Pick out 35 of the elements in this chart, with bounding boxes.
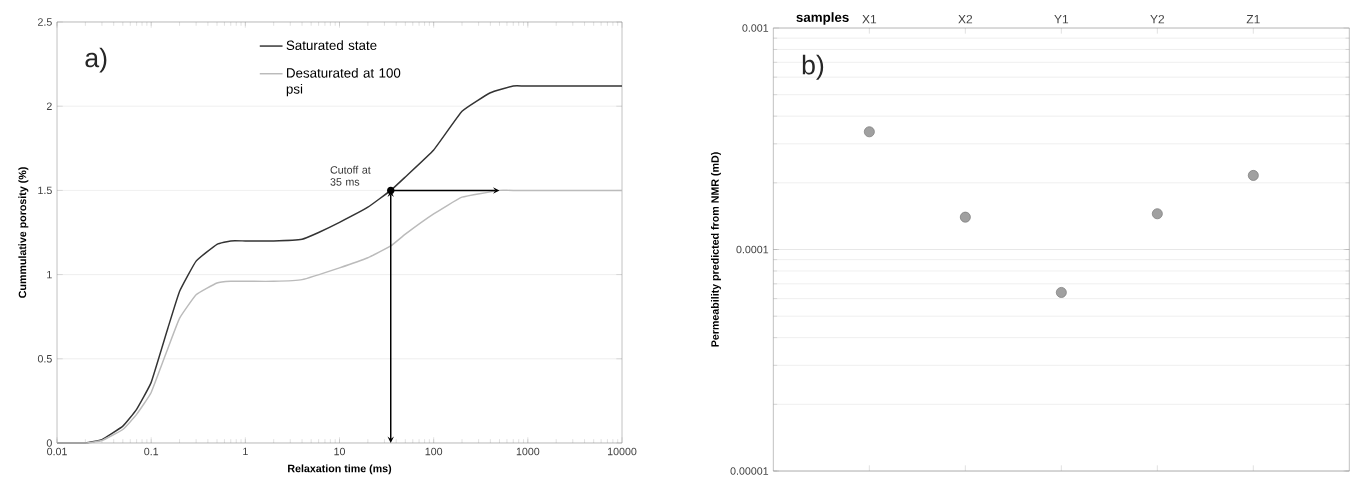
legend-label: Desaturated at 100 psi (286, 67, 401, 97)
point (1247, 170, 1259, 181)
x-tick-label: 1 (243, 447, 248, 456)
y-tick-label: 0.00001 (730, 467, 769, 475)
x-tick-label: 100 (425, 447, 443, 456)
x-tick-label: X1 (862, 15, 877, 24)
y-axis-title: Cummulative porosity (%) (18, 167, 29, 298)
point (1055, 287, 1067, 298)
x-tick-label: Z1 (1246, 15, 1260, 24)
x-tick-label: 0.1 (144, 447, 159, 456)
x-tick-label: X2 (958, 14, 973, 24)
legend-label: Saturated state (286, 40, 377, 51)
x-tick-label: 10 (334, 447, 346, 456)
y-tick-label: 0.5 (37, 355, 52, 363)
y-tick-label: 0 (46, 439, 52, 447)
y-tick-label: 0.001 (742, 24, 769, 32)
x-tick-label: 0.01 (47, 447, 67, 456)
y-tick-label: 1.5 (38, 186, 52, 195)
x-tick-label: Y1 (1054, 15, 1069, 24)
y-tick-label: 1 (47, 270, 52, 279)
y-axis-title: Permeability predicted from NMR (mD) (710, 152, 721, 347)
x-tick-label: 10000 (607, 447, 637, 456)
y-tick-label: 2 (46, 102, 52, 110)
x-tick-label: 1000 (516, 447, 540, 456)
x-tick-label: Y2 (1150, 14, 1165, 24)
point (863, 126, 875, 138)
y-tick-label: 0.0001 (736, 245, 769, 254)
x-axis-title: Relaxation time (ms) (288, 464, 392, 475)
point (959, 211, 971, 223)
x-axis-title: samples (796, 12, 849, 25)
y-tick-label: 2.5 (38, 18, 52, 26)
annotation: Cutoff at 35 ms (330, 165, 371, 186)
annotation: a) (85, 47, 107, 73)
annotation: b) (802, 54, 824, 80)
point (1151, 208, 1163, 220)
